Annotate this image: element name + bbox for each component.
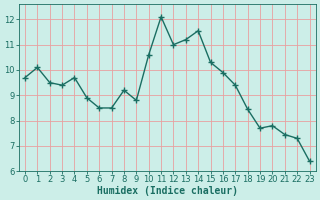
X-axis label: Humidex (Indice chaleur): Humidex (Indice chaleur) [97,186,238,196]
